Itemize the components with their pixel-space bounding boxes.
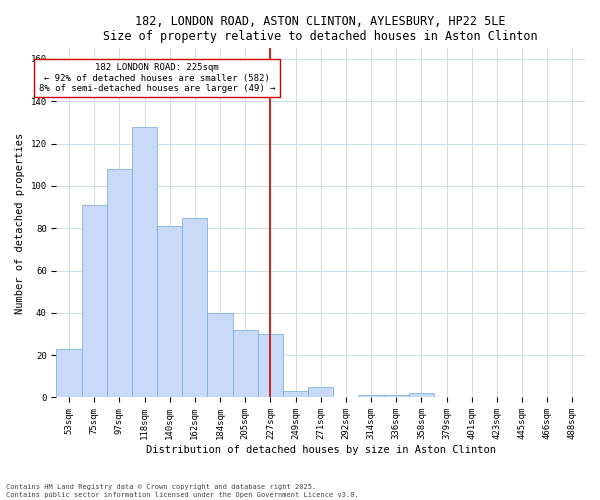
Bar: [283, 391, 308, 398]
Y-axis label: Number of detached properties: Number of detached properties: [15, 132, 25, 314]
Bar: [383, 396, 409, 398]
Bar: [82, 205, 107, 398]
Bar: [358, 396, 383, 398]
Bar: [258, 334, 283, 398]
Bar: [107, 169, 132, 398]
Bar: [157, 226, 182, 398]
Bar: [208, 313, 233, 398]
Text: Contains HM Land Registry data © Crown copyright and database right 2025.
Contai: Contains HM Land Registry data © Crown c…: [6, 484, 359, 498]
X-axis label: Distribution of detached houses by size in Aston Clinton: Distribution of detached houses by size …: [146, 445, 496, 455]
Bar: [132, 126, 157, 398]
Bar: [233, 330, 258, 398]
Bar: [56, 349, 82, 398]
Bar: [182, 218, 208, 398]
Text: 182 LONDON ROAD: 225sqm
← 92% of detached houses are smaller (582)
8% of semi-de: 182 LONDON ROAD: 225sqm ← 92% of detache…: [39, 63, 275, 93]
Bar: [409, 393, 434, 398]
Title: 182, LONDON ROAD, ASTON CLINTON, AYLESBURY, HP22 5LE
Size of property relative t: 182, LONDON ROAD, ASTON CLINTON, AYLESBU…: [103, 15, 538, 43]
Bar: [308, 387, 333, 398]
